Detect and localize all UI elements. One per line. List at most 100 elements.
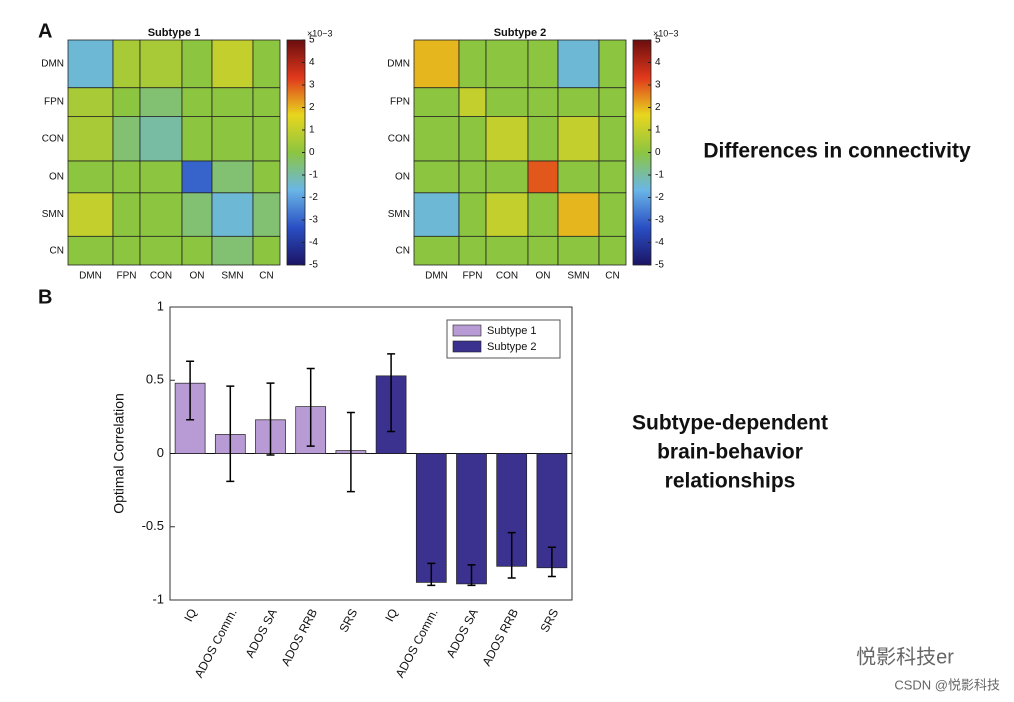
row-label: CN xyxy=(396,245,410,256)
x-tick-label: ADOS SA xyxy=(444,606,481,660)
heatmap-cell xyxy=(458,192,487,237)
colorbar-tick-label: 2 xyxy=(309,102,315,113)
heatmap-cell xyxy=(211,39,254,89)
heatmap-cell xyxy=(252,235,281,266)
row-label: DMN xyxy=(41,59,64,70)
row-label: CON xyxy=(388,133,410,144)
heatmap-cell xyxy=(67,235,114,266)
row-label: ON xyxy=(395,172,410,183)
x-tick-label: ADOS Comm. xyxy=(192,606,240,680)
heatmap-cell xyxy=(527,160,559,194)
heatmap-cell xyxy=(139,87,183,117)
error-bar xyxy=(346,411,355,493)
row-label: CN xyxy=(50,245,64,256)
heatmap-cell xyxy=(527,235,559,266)
heatmap-cell xyxy=(181,160,213,194)
heatmap-cell xyxy=(112,235,141,266)
error-bar xyxy=(547,546,556,578)
annotation: relationships xyxy=(665,470,796,493)
heatmap-cell xyxy=(413,116,460,162)
heatmap-cell xyxy=(598,192,627,237)
col-label: CON xyxy=(150,271,172,282)
col-label: SMN xyxy=(567,271,589,282)
error-bar xyxy=(387,353,396,433)
error-bar xyxy=(467,564,476,587)
heatmap-cell xyxy=(485,235,529,266)
y-tick-label: 1 xyxy=(157,298,164,313)
heatmap-cell xyxy=(252,39,281,89)
legend-swatch xyxy=(452,324,482,337)
col-label: CN xyxy=(259,271,273,282)
panel-label: B xyxy=(38,286,52,308)
error-bar xyxy=(306,367,315,447)
row-label: SMN xyxy=(42,209,64,220)
col-label: DMN xyxy=(79,271,102,282)
heatmap-cell xyxy=(139,192,183,237)
colorbar-tick-label: 5 xyxy=(655,35,661,46)
heatmap-cell xyxy=(598,39,627,89)
legend-label: Subtype 2 xyxy=(487,341,537,353)
heatmap-cell xyxy=(413,39,460,89)
colorbar-tick-label: -5 xyxy=(309,260,318,271)
col-label: FPN xyxy=(117,271,137,282)
colorbar-tick-label: 1 xyxy=(309,125,315,136)
x-tick-label: IQ xyxy=(181,606,199,624)
row-label: DMN xyxy=(387,59,410,70)
heatmap-cell xyxy=(413,235,460,266)
watermark: 悦影科技er xyxy=(856,645,954,668)
heatmap-cell xyxy=(458,39,487,89)
heatmap-cell xyxy=(181,39,213,89)
col-label: DMN xyxy=(425,271,448,282)
heatmap-cell xyxy=(598,235,627,266)
heatmap-cell xyxy=(181,192,213,237)
panel-label: A xyxy=(38,20,52,42)
heatmap-cell xyxy=(139,160,183,194)
y-axis-label: Optimal Correlation xyxy=(111,393,127,514)
colorbar-tick-label: 3 xyxy=(655,80,661,91)
colorbar-tick-label: 0 xyxy=(655,147,661,158)
y-tick-label: -0.5 xyxy=(142,518,164,533)
col-label: SMN xyxy=(221,271,243,282)
x-tick-label: SRS xyxy=(537,606,561,634)
annotation: Subtype-dependent xyxy=(632,412,828,435)
heatmap-cell xyxy=(598,87,627,117)
heatmap-cell xyxy=(211,160,254,194)
colorbar-tick-label: 0 xyxy=(309,147,315,158)
heatmap-cell xyxy=(211,87,254,117)
error-bar xyxy=(226,385,235,483)
colorbar-tick-label: 3 xyxy=(309,80,315,91)
row-label: FPN xyxy=(390,97,410,108)
colorbar-tick-label: 4 xyxy=(655,57,661,68)
heatmap-cell xyxy=(112,192,141,237)
heatmap-cell xyxy=(527,87,559,117)
heatmap-cell xyxy=(252,116,281,162)
heatmap-cell xyxy=(485,87,529,117)
y-tick-label: 0 xyxy=(157,445,164,460)
heatmap-cell xyxy=(458,235,487,266)
y-tick-label: 0.5 xyxy=(146,372,164,387)
heatmap-cell xyxy=(458,116,487,162)
legend-swatch xyxy=(452,340,482,353)
y-tick-label: -1 xyxy=(152,591,164,606)
col-label: CON xyxy=(496,271,518,282)
heatmap-cell xyxy=(181,235,213,266)
col-label: ON xyxy=(536,271,551,282)
heatmap-cell xyxy=(557,160,600,194)
heatmap-cell xyxy=(557,235,600,266)
row-label: FPN xyxy=(44,97,64,108)
heatmap-cell xyxy=(527,116,559,162)
annotation: brain-behavior xyxy=(657,441,803,464)
heatmap-cell xyxy=(485,116,529,162)
row-label: CON xyxy=(42,133,64,144)
heatmap-cell xyxy=(67,192,114,237)
x-tick-label: ADOS Comm. xyxy=(393,606,441,680)
colorbar-tick-label: -3 xyxy=(309,215,318,226)
heatmap-cell xyxy=(211,192,254,237)
heatmap-cell xyxy=(139,39,183,89)
colorbar-tick-label: -2 xyxy=(655,192,664,203)
heatmap-cell xyxy=(557,87,600,117)
colorbar-exponent: ×10−3 xyxy=(653,28,679,38)
error-bar xyxy=(427,562,436,587)
colorbar-tick-label: -1 xyxy=(309,170,318,181)
heatmap-cell xyxy=(211,235,254,266)
